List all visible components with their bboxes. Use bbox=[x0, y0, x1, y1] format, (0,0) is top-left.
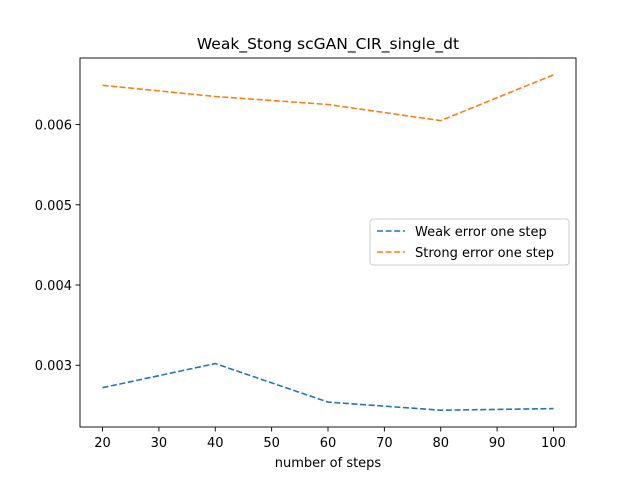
legend-label-strong: Strong error one step bbox=[415, 246, 554, 261]
legend: Weak error one step Strong error one ste… bbox=[369, 218, 570, 266]
x-tick-label: 100 bbox=[541, 436, 566, 451]
x-tick-label: 60 bbox=[320, 436, 337, 451]
series-line-strong-error bbox=[102, 74, 554, 122]
legend-box bbox=[369, 218, 570, 266]
x-tick-label: 50 bbox=[263, 436, 280, 451]
y-tick-label: 0.005 bbox=[35, 199, 72, 214]
x-tick-label: 80 bbox=[432, 436, 449, 451]
y-axis-ticks: 0.003 0.004 0.005 0.006 bbox=[35, 119, 80, 374]
plot-series bbox=[102, 74, 554, 412]
y-tick-label: 0.003 bbox=[35, 359, 72, 374]
legend-label-weak: Weak error one step bbox=[415, 225, 547, 240]
y-tick-label: 0.006 bbox=[35, 119, 72, 134]
x-axis-ticks: 20 30 40 50 60 70 80 90 100 bbox=[94, 427, 566, 451]
chart-title: Weak_Stong scGAN_CIR_single_dt bbox=[197, 35, 459, 54]
x-axis-label: number of steps bbox=[275, 456, 382, 471]
series-line-weak-error bbox=[102, 362, 554, 412]
x-tick-label: 30 bbox=[151, 436, 168, 451]
x-tick-label: 90 bbox=[489, 436, 506, 451]
x-tick-label: 20 bbox=[94, 436, 111, 451]
y-tick-label: 0.004 bbox=[35, 279, 72, 294]
x-tick-label: 40 bbox=[207, 436, 224, 451]
x-tick-label: 70 bbox=[376, 436, 393, 451]
